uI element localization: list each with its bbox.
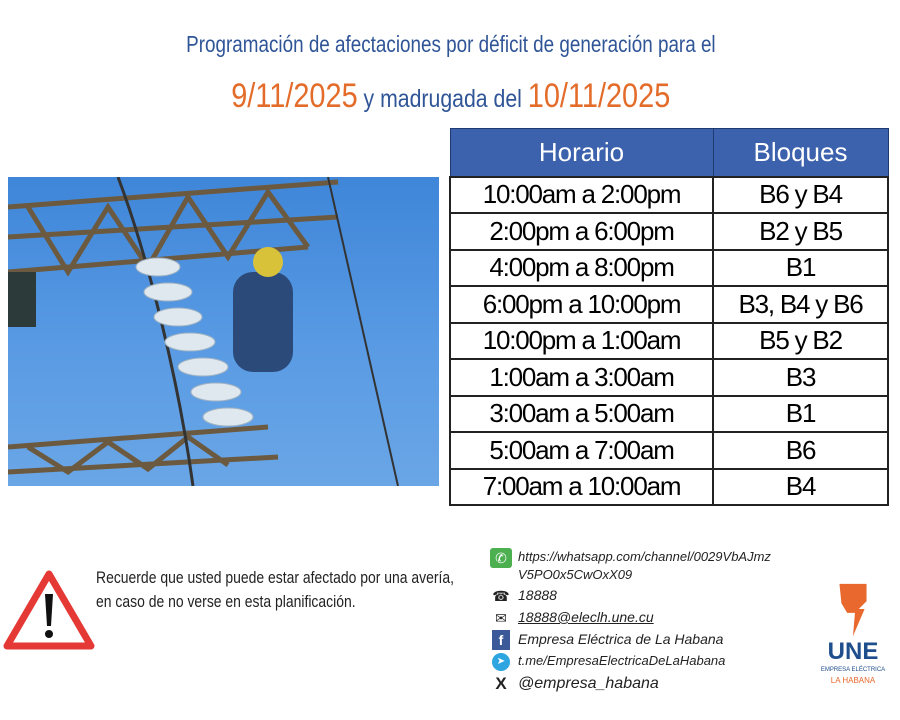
table-row: 1:00am a 3:00am B3 xyxy=(449,358,889,397)
logo-sub2: LA HABANA xyxy=(830,676,876,685)
whatsapp-link-1[interactable]: https://whatsapp.com/channel/0029VbAJmz xyxy=(518,549,771,564)
fist-bolt-icon xyxy=(839,583,867,637)
facebook-icon: f xyxy=(492,630,510,650)
table-row: 5:00am a 7:00am B6 xyxy=(449,431,889,470)
table-row: 7:00am a 10:00am B4 xyxy=(449,467,889,506)
email-link[interactable]: 18888@eleclh.une.cu xyxy=(518,609,654,625)
date-2: 10/11/2025 xyxy=(527,77,671,115)
email-icon: ✉ xyxy=(495,610,507,626)
phone-icon: ☎ xyxy=(492,588,510,604)
table-row: 10:00am a 2:00pm B6 y B4 xyxy=(449,175,889,214)
horario-cell: 5:00am a 7:00am xyxy=(449,431,714,470)
horario-cell: 1:00am a 3:00am xyxy=(449,358,714,397)
bloques-cell: B1 xyxy=(712,248,889,287)
date-1: 9/11/2025 xyxy=(231,77,358,115)
horario-cell: 6:00pm a 10:00pm xyxy=(449,285,714,324)
whatsapp-icon: ✆ xyxy=(490,548,512,568)
lineman-photo xyxy=(8,177,439,486)
bloques-cell: B5 y B2 xyxy=(712,321,889,360)
horario-cell: 3:00am a 5:00am xyxy=(449,394,714,433)
table-row: 2:00pm a 6:00pm B2 y B5 xyxy=(449,212,889,251)
bloques-cell: B4 xyxy=(712,467,889,506)
x-icon: X xyxy=(495,674,507,693)
telegram-icon: ➤ xyxy=(490,652,512,672)
notice-line-1: Recuerde que usted puede estar afectado … xyxy=(96,568,455,587)
bloques-cell: B1 xyxy=(712,394,889,433)
bloques-cell: B3, B4 y B6 xyxy=(712,285,889,324)
horario-cell: 2:00pm a 6:00pm xyxy=(449,212,714,251)
bloques-cell: B2 y B5 xyxy=(712,212,889,251)
table-row: 3:00am a 5:00am B1 xyxy=(449,394,889,433)
table-row: 10:00pm a 1:00am B5 y B2 xyxy=(449,321,889,360)
horario-cell: 10:00am a 2:00pm xyxy=(449,175,714,214)
bloques-cell: B3 xyxy=(712,358,889,397)
contacts: ✆ https://whatsapp.com/channel/0029VbAJmz… xyxy=(490,548,810,698)
table-row: 4:00pm a 8:00pm B1 xyxy=(449,248,889,287)
facebook-link[interactable]: Empresa Eléctrica de La Habana xyxy=(518,631,724,647)
title-line-1: Programación de afectaciones por déficit… xyxy=(186,31,716,57)
warning-icon xyxy=(3,570,95,650)
horario-cell: 7:00am a 10:00am xyxy=(449,467,714,506)
x-handle[interactable]: @empresa_habana xyxy=(518,675,659,692)
horario-cell: 4:00pm a 8:00pm xyxy=(449,248,714,287)
header-horario: Horario xyxy=(449,128,714,177)
phone-number: 18888 xyxy=(518,587,557,603)
title-middle: y madrugada del xyxy=(363,85,522,113)
table-row: 6:00pm a 10:00pm B3, B4 y B6 xyxy=(449,285,889,324)
logo-name: UNE xyxy=(827,638,879,665)
title-line-2: 9/11/2025 y madrugada del 10/11/2025 xyxy=(68,76,833,119)
bloques-cell: B6 xyxy=(712,431,889,470)
une-logo: UNE EMPRESA ELÉCTRICA LA HABANA xyxy=(818,580,888,686)
bloques-cell: B6 y B4 xyxy=(712,175,889,214)
horario-cell: 10:00pm a 1:00am xyxy=(449,321,714,360)
schedule-table: Horario Bloques 10:00am a 2:00pm B6 y B4 2:… xyxy=(449,128,889,506)
notice-line-2: en caso de no verse en esta planificació… xyxy=(96,592,356,611)
logo-sub1: EMPRESA ELÉCTRICA xyxy=(820,667,886,673)
telegram-link[interactable]: t.me/EmpresaElectricaDeLaHabana xyxy=(518,653,726,668)
whatsapp-link-2[interactable]: V5PO0x5CwOxX09 xyxy=(518,567,633,582)
header-bloques: Bloques xyxy=(712,128,889,177)
notice-text: Recuerde que usted puede estar afectado … xyxy=(96,566,454,614)
